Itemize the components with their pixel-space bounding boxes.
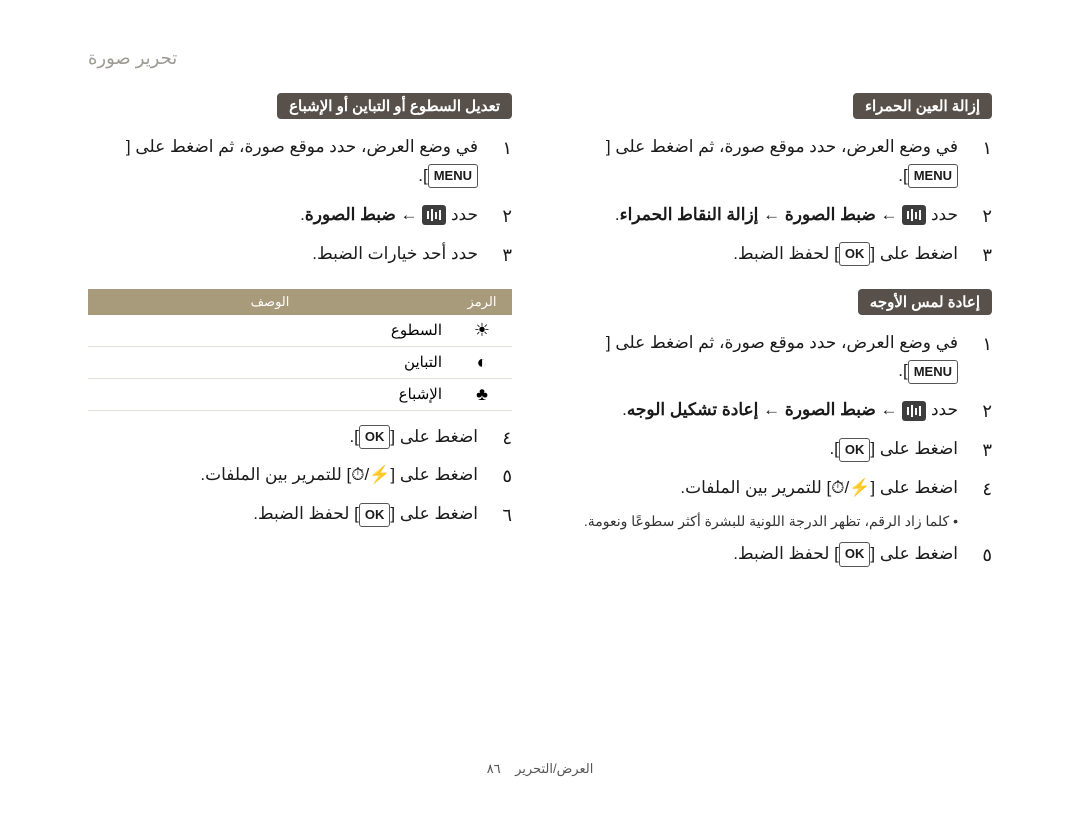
step-text: ]. bbox=[418, 166, 427, 185]
desc-cell: التباين bbox=[88, 346, 452, 378]
footer-page-number: ٨٦ bbox=[487, 761, 501, 776]
step-item: في وضع العرض، حدد موقع صورة، ثم اضغط على… bbox=[568, 133, 992, 191]
step-bold: ضبط الصورة bbox=[785, 400, 876, 419]
step-text: ] لحفظ الضبط. bbox=[733, 244, 839, 263]
section-title: إزالة العين الحمراء bbox=[853, 93, 992, 119]
step-item: حدد ← ضبط الصورة ← إزالة النقاط الحمراء. bbox=[568, 201, 992, 230]
steps-list-after: اضغط على [OK].اضغط على [⚡/⏱] للتمرير بين… bbox=[88, 423, 512, 530]
symbol-cell: ☀ bbox=[452, 315, 512, 347]
step-text: ] للتمرير بين الملفات. bbox=[200, 465, 351, 484]
step-text: ] للتمرير بين الملفات. bbox=[680, 478, 831, 497]
equalizer-icon bbox=[902, 401, 926, 421]
step-text: ] لحفظ الضبط. bbox=[253, 504, 359, 523]
symbol-cell: ♣ bbox=[452, 378, 512, 410]
step-text: ]. bbox=[898, 166, 907, 185]
right-column: إزالة العين الحمراء في وضع العرض، حدد موق… bbox=[568, 93, 992, 589]
symbol-icon: ⏱ bbox=[351, 465, 364, 484]
step-text: ] لحفظ الضبط. bbox=[733, 544, 839, 563]
step-text: اضغط على [ bbox=[390, 504, 478, 523]
section-title: إعادة لمس الأوجه bbox=[858, 289, 992, 315]
symbol-icon: ⏱ bbox=[831, 478, 844, 497]
step-item: اضغط على [OK] لحفظ الضبط. bbox=[88, 500, 512, 529]
ok-key: OK bbox=[839, 242, 871, 266]
steps-list: في وضع العرض، حدد موقع صورة، ثم اضغط على… bbox=[568, 133, 992, 269]
step-text: ← bbox=[396, 205, 422, 224]
step-item: اضغط على [OK] لحفظ الضبط. bbox=[568, 240, 992, 269]
steps-list-before: في وضع العرض، حدد موقع صورة، ثم اضغط على… bbox=[88, 133, 512, 269]
step-text: حدد bbox=[446, 205, 478, 224]
step-text: في وضع العرض، حدد موقع صورة، ثم اضغط على… bbox=[606, 333, 958, 352]
step-bold: إزالة النقاط الحمراء bbox=[620, 205, 759, 224]
step-text: اضغط على [ bbox=[870, 544, 958, 563]
symbol-icon: ⚡ bbox=[369, 465, 390, 484]
menu-key: MENU bbox=[428, 164, 478, 188]
desc-cell: الإشباع bbox=[88, 378, 452, 410]
table-row: ◐التباين bbox=[88, 346, 512, 378]
step-text: ← bbox=[758, 400, 784, 419]
step-text: في وضع العرض، حدد موقع صورة، ثم اضغط على… bbox=[606, 137, 958, 156]
step-text: اضغط على [ bbox=[390, 427, 478, 446]
page-title: تحرير صورة bbox=[88, 48, 992, 69]
section-title-adjust: تعديل السطوع أو التباين أو الإشباع bbox=[277, 93, 512, 119]
ok-key: OK bbox=[359, 425, 391, 449]
symbol-cell: ◐ bbox=[452, 346, 512, 378]
step-text: في وضع العرض، حدد موقع صورة، ثم اضغط على… bbox=[126, 137, 478, 156]
step-item: اضغط على [OK]. bbox=[568, 435, 992, 464]
table-row: ♣الإشباع bbox=[88, 378, 512, 410]
menu-key: MENU bbox=[908, 360, 958, 384]
step-text: اضغط على [ bbox=[870, 439, 958, 458]
step-item: اضغط على [⚡/⏱] للتمرير بين الملفات. bbox=[88, 461, 512, 490]
symbols-table: الرمز الوصف ☀السطوع◐التباين♣الإشباع bbox=[88, 289, 512, 411]
page-footer: العرض/التحرير ٨٦ bbox=[0, 761, 1080, 777]
symbol-icon: ⚡ bbox=[849, 478, 870, 497]
step-item: حدد ← ضبط الصورة. bbox=[88, 201, 512, 230]
step-text: اضغط على [ bbox=[870, 244, 958, 263]
table-header-icon: الرمز bbox=[452, 289, 512, 315]
step-item: اضغط على [OK] لحفظ الضبط. bbox=[568, 540, 992, 569]
step-item: حدد أحد خيارات الضبط. bbox=[88, 240, 512, 269]
step-bold: ضبط الصورة bbox=[305, 205, 396, 224]
menu-key: MENU bbox=[908, 164, 958, 188]
step-text: ← bbox=[876, 400, 902, 419]
step-text: حدد bbox=[926, 400, 958, 419]
table-header-desc: الوصف bbox=[88, 289, 452, 315]
step-item: في وضع العرض، حدد موقع صورة، ثم اضغط على… bbox=[88, 133, 512, 191]
step-text: ]. bbox=[349, 427, 358, 446]
step-text: اضغط على [ bbox=[390, 465, 478, 484]
left-column: تعديل السطوع أو التباين أو الإشباع في وض… bbox=[88, 93, 512, 589]
ok-key: OK bbox=[839, 542, 871, 566]
footer-section: العرض/التحرير bbox=[515, 761, 593, 776]
equalizer-icon bbox=[422, 205, 446, 225]
ok-key: OK bbox=[839, 438, 871, 462]
step-text: ]. bbox=[898, 361, 907, 380]
step-note: كلما زاد الرقم، تظهر الدرجة اللونية للبش… bbox=[568, 513, 958, 530]
step-item: في وضع العرض، حدد موقع صورة، ثم اضغط على… bbox=[568, 329, 992, 387]
step-bold: إعادة تشكيل الوجه bbox=[627, 400, 759, 419]
step-text: حدد أحد خيارات الضبط. bbox=[312, 244, 478, 263]
equalizer-icon bbox=[902, 205, 926, 225]
desc-cell: السطوع bbox=[88, 315, 452, 347]
table-row: ☀السطوع bbox=[88, 315, 512, 347]
step-bold: ضبط الصورة bbox=[785, 205, 876, 224]
step-item: اضغط على [OK]. bbox=[88, 423, 512, 452]
step-text: اضغط على [ bbox=[870, 478, 958, 497]
step-item: حدد ← ضبط الصورة ← إعادة تشكيل الوجه. bbox=[568, 396, 992, 425]
step-text: ← bbox=[758, 205, 784, 224]
step-item: اضغط على [⚡/⏱] للتمرير بين الملفات. bbox=[568, 474, 992, 503]
steps-list: في وضع العرض، حدد موقع صورة، ثم اضغط على… bbox=[568, 329, 992, 569]
ok-key: OK bbox=[359, 503, 391, 527]
step-text: ← bbox=[876, 205, 902, 224]
step-text: حدد bbox=[926, 205, 958, 224]
step-text: ]. bbox=[829, 439, 838, 458]
